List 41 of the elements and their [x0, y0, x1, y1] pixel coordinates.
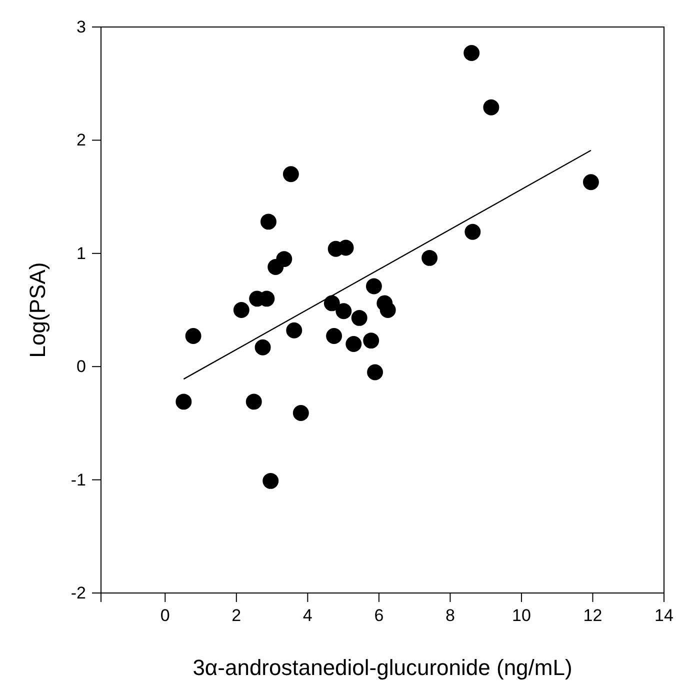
x-tick-label: 8 [445, 606, 455, 626]
y-axis-title: Log(PSA) [25, 262, 50, 358]
y-tick-label: 1 [76, 244, 86, 263]
y-tick-label: -1 [70, 470, 86, 490]
point [367, 364, 383, 380]
point [351, 310, 368, 326]
x-tick-label: 10 [512, 606, 531, 626]
y-tick-label: 2 [76, 130, 86, 150]
point [336, 303, 352, 320]
point [366, 278, 382, 294]
point [324, 295, 340, 312]
point [185, 328, 202, 344]
x-tick-label: 6 [374, 606, 384, 626]
point [276, 251, 292, 268]
point [346, 336, 362, 352]
point [176, 394, 192, 410]
point [422, 250, 438, 266]
point [254, 339, 271, 356]
y-tick-label: -2 [70, 583, 86, 602]
point [464, 224, 481, 240]
point [326, 328, 342, 344]
x-tick-label: 14 [654, 606, 674, 626]
point [363, 332, 380, 349]
point [246, 394, 262, 410]
point [262, 472, 279, 489]
x-tick-label: 4 [302, 606, 312, 626]
point [282, 166, 299, 182]
point [483, 99, 500, 116]
y-tick-label: 3 [76, 17, 86, 36]
point [582, 174, 599, 190]
x-axis-title: 3α-androstanediol-glucuronide (ng/mL) [192, 655, 572, 680]
x-tick-label: 0 [160, 606, 170, 626]
point [292, 405, 309, 421]
x-tick-label: 12 [583, 606, 602, 626]
point [286, 322, 302, 338]
point [464, 45, 480, 61]
x-tick-label: 2 [232, 606, 242, 626]
y-tick-label: 0 [76, 357, 86, 376]
point [380, 302, 396, 318]
point [233, 302, 250, 318]
point [260, 214, 276, 230]
